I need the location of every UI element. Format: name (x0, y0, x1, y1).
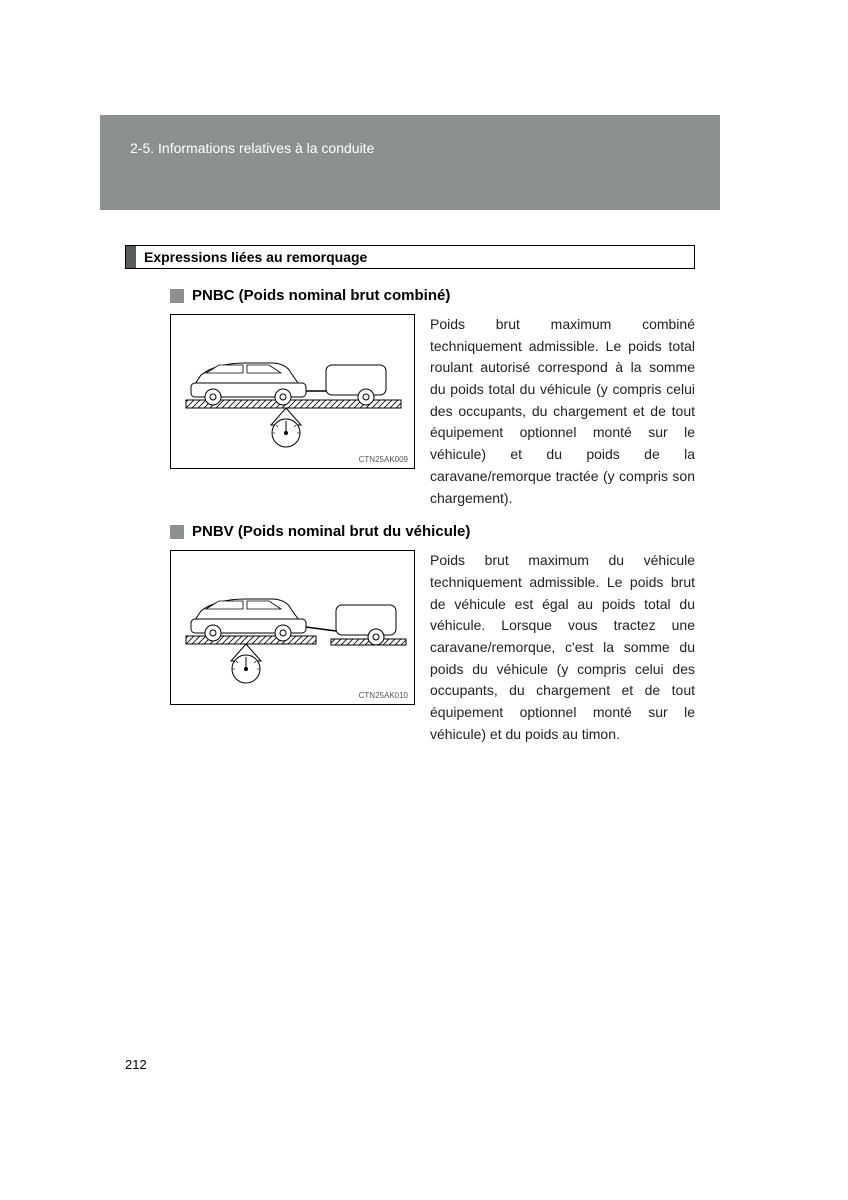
section-title: Expressions liées au remorquage (125, 245, 695, 269)
content-area: Expressions liées au remorquage PNBC (Po… (125, 245, 695, 759)
figure-caption: CTN25AK009 (359, 455, 408, 464)
car-scale-trailer-icon (171, 551, 416, 706)
subsection-pnbc: PNBC (Poids nominal brut combiné) (170, 287, 695, 509)
subsection-heading: PNBC (Poids nominal brut combiné) (170, 287, 695, 304)
subsection-title: PNBC (Poids nominal brut combiné) (192, 287, 450, 304)
figure-caption: CTN25AK010 (359, 691, 408, 700)
car-trailer-scale-icon (171, 315, 416, 470)
square-bullet-icon (170, 525, 184, 539)
chapter-title: 2-5. Informations relatives à la conduit… (130, 140, 690, 156)
subsection-body: CTN25AK010 Poids brut maximum du véhicul… (170, 550, 695, 745)
figure-box: CTN25AK010 (170, 550, 415, 705)
header-band: 2-5. Informations relatives à la conduit… (100, 115, 720, 210)
manual-page: 2-5. Informations relatives à la conduit… (0, 0, 848, 1200)
section-title-text: Expressions liées au remorquage (136, 246, 375, 268)
figure-pnbc: CTN25AK009 (170, 314, 415, 509)
section-title-bar (126, 246, 136, 268)
square-bullet-icon (170, 289, 184, 303)
subsection-pnbv: PNBV (Poids nominal brut du véhicule) (170, 523, 695, 745)
subsection-title: PNBV (Poids nominal brut du véhicule) (192, 523, 470, 540)
page-number: 212 (125, 1057, 147, 1072)
description-text: Poids brut maximum combiné techniquement… (430, 314, 695, 509)
description-text: Poids brut maximum du véhicule technique… (430, 550, 695, 745)
subsection-heading: PNBV (Poids nominal brut du véhicule) (170, 523, 695, 540)
subsection-body: CTN25AK009 Poids brut maximum combiné te… (170, 314, 695, 509)
figure-pnbv: CTN25AK010 (170, 550, 415, 745)
figure-box: CTN25AK009 (170, 314, 415, 469)
